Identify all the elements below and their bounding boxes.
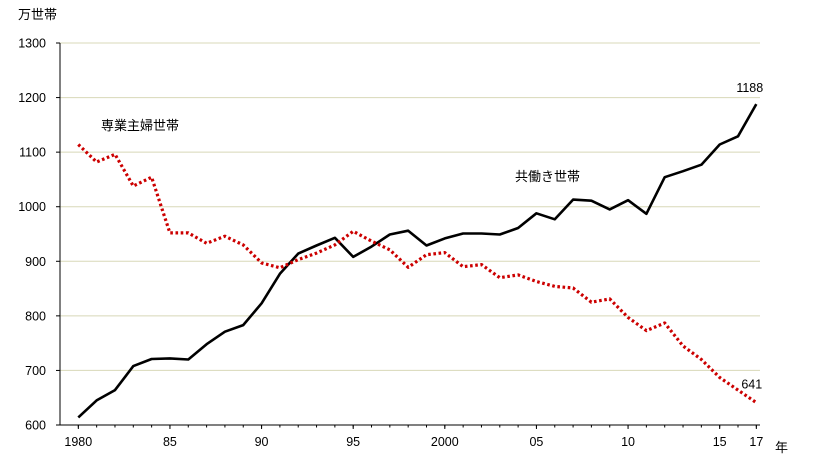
gridlines	[60, 42, 760, 371]
series-line-dual-income	[77, 103, 758, 419]
y-tick-label: 600	[25, 419, 46, 433]
end-value-label: 1188	[736, 81, 763, 95]
x-axis-unit-label: 年	[775, 441, 788, 456]
y-tick-label: 1000	[18, 200, 46, 214]
series-label-single-income: 専業主婦世帯	[101, 118, 179, 134]
x-tick-label: 2000	[431, 435, 459, 449]
y-tick-label: 900	[25, 255, 46, 269]
x-tick-label: 85	[163, 435, 177, 449]
y-tick-label: 1100	[19, 146, 46, 160]
series-label-dual-income: 共働き世帯	[515, 170, 580, 185]
y-axis-unit-label: 万世帯	[18, 8, 57, 23]
x-tick-label: 10	[621, 435, 635, 449]
x-tick-label: 17	[749, 435, 763, 449]
y-tick-label: 1300	[18, 37, 46, 51]
series-labels: 共働き世帯 専業主婦世帯 1188 641	[101, 81, 763, 392]
y-tick-label: 1200	[18, 91, 46, 105]
y-axis-ticks: 600 700 800 900 1000 1100 1200 1300	[18, 37, 60, 433]
x-tick-label: 15	[713, 435, 727, 449]
y-tick-label: 700	[25, 364, 46, 378]
x-tick-label: 95	[346, 435, 360, 449]
x-axis-ticks: 1980 85 90 95 2000 05 10 15 17	[64, 425, 763, 449]
series-lines	[77, 103, 758, 419]
series-line-single-income	[77, 143, 758, 404]
x-tick-label: 1980	[64, 435, 92, 449]
y-tick-label: 800	[25, 309, 46, 323]
x-tick-label: 90	[255, 435, 269, 449]
end-value-label: 641	[741, 378, 762, 392]
x-tick-label: 05	[529, 435, 543, 449]
